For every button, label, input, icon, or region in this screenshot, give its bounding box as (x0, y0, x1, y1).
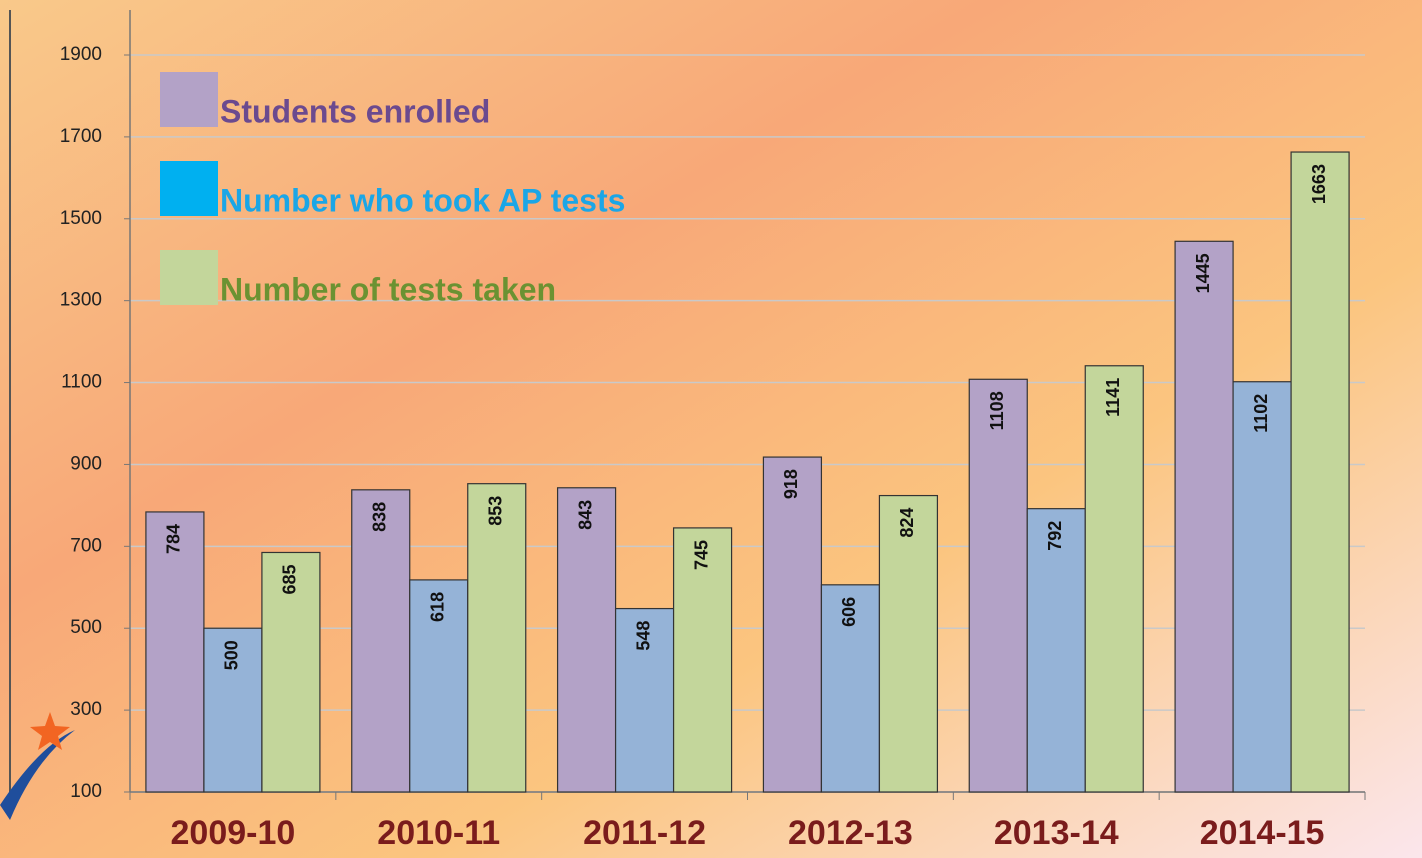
bar (968, 378, 1028, 793)
bar (409, 579, 469, 793)
bar (1290, 151, 1350, 793)
bar (556, 487, 617, 793)
bar (467, 483, 527, 793)
value-label: 838 (370, 502, 390, 532)
y-tick-label: 1900 (60, 44, 102, 65)
y-tick-label: 100 (70, 781, 102, 802)
value-label: 1663 (1309, 164, 1329, 204)
legend-swatch (160, 250, 218, 305)
bar (762, 456, 823, 793)
legend-swatch (160, 72, 218, 127)
bar (672, 527, 733, 793)
legend-swatch (160, 161, 218, 216)
value-label: 618 (428, 592, 448, 622)
bar (1084, 365, 1144, 793)
x-tick-label: 2012-13 (788, 814, 913, 852)
bar (1026, 508, 1086, 793)
bar (261, 551, 321, 793)
logo-swoosh (0, 730, 75, 820)
x-tick-label: 2010-11 (377, 814, 500, 852)
y-tick-label: 900 (70, 453, 102, 474)
legend-label: Students enrolled (220, 93, 490, 129)
y-tick-label: 300 (70, 699, 102, 720)
value-label: 824 (897, 508, 917, 538)
legend-label: Number of tests taken (220, 271, 556, 307)
value-label: 1102 (1251, 394, 1271, 433)
value-label: 500 (222, 640, 242, 670)
value-label: 918 (781, 469, 801, 499)
value-label: 792 (1045, 521, 1065, 551)
y-tick-label: 500 (70, 617, 102, 638)
x-tick-label: 2013-14 (994, 814, 1119, 852)
legend-label: Number who took AP tests (220, 182, 625, 218)
bar (145, 511, 205, 793)
bar (1174, 240, 1234, 793)
x-tick-label: 2014-15 (1200, 814, 1325, 852)
y-tick-label: 700 (70, 535, 102, 556)
bar (203, 627, 263, 793)
value-label: 1445 (1193, 253, 1213, 293)
bar (878, 494, 939, 793)
value-label: 548 (633, 621, 653, 651)
value-label: 1108 (987, 391, 1007, 430)
y-tick-label: 1700 (60, 126, 102, 147)
value-label: 745 (691, 540, 711, 570)
y-tick-label: 1100 (61, 372, 102, 393)
x-tick-label: 2009-10 (171, 814, 296, 852)
y-tick-label: 1500 (60, 208, 102, 229)
value-label: 1141 (1103, 378, 1123, 417)
value-label: 843 (575, 500, 595, 530)
x-tick-label: 2011-12 (583, 814, 706, 852)
bar (820, 584, 881, 793)
y-tick-label: 1300 (60, 290, 102, 311)
value-label: 685 (280, 564, 300, 594)
value-label: 784 (164, 524, 184, 554)
logo-star (30, 712, 70, 750)
bar (614, 607, 675, 793)
bar (351, 489, 411, 793)
bar (1232, 381, 1292, 793)
value-label: 606 (839, 597, 859, 627)
value-label: 853 (486, 496, 506, 526)
